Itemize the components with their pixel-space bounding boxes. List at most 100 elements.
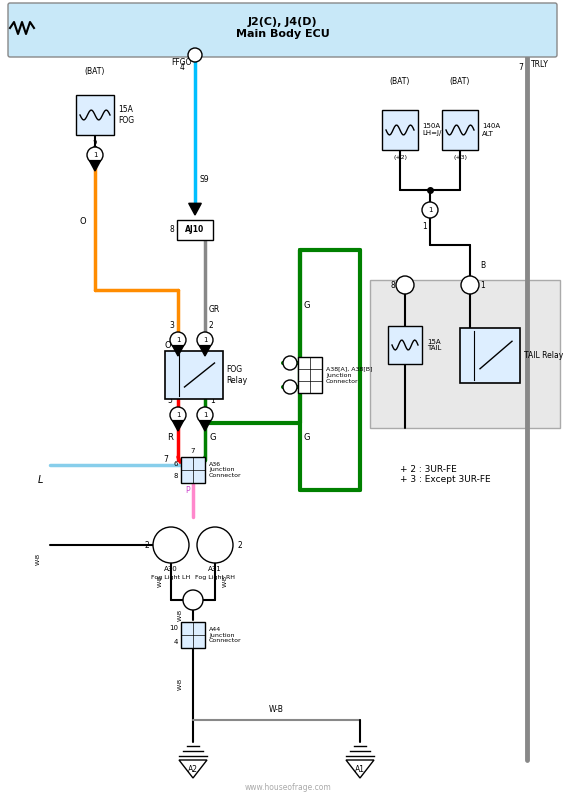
Circle shape <box>170 332 186 348</box>
Text: W-B: W-B <box>158 575 163 587</box>
Text: 2: 2 <box>237 541 242 550</box>
Text: TAIL Relay: TAIL Relay <box>524 350 563 359</box>
Circle shape <box>170 407 186 423</box>
Text: ∼: ∼ <box>208 536 222 554</box>
Circle shape <box>283 356 297 370</box>
Text: (BAT): (BAT) <box>390 77 410 86</box>
Text: 10: 10 <box>284 360 293 366</box>
Text: 8: 8 <box>174 474 178 479</box>
Text: B: B <box>480 261 485 270</box>
Bar <box>177 220 213 240</box>
Text: A1: A1 <box>355 766 365 774</box>
Polygon shape <box>173 421 183 431</box>
Text: A2: A2 <box>188 766 198 774</box>
Text: 6: 6 <box>174 461 178 466</box>
Text: 1: 1 <box>428 207 432 213</box>
Text: O: O <box>80 218 87 226</box>
Text: 7: 7 <box>191 448 195 454</box>
Bar <box>181 622 205 648</box>
Text: 10: 10 <box>169 626 178 631</box>
Bar <box>460 327 520 382</box>
Text: 7: 7 <box>518 62 523 71</box>
Circle shape <box>197 527 233 563</box>
Text: 4: 4 <box>174 638 178 645</box>
Text: 8: 8 <box>169 226 174 234</box>
Text: 1: 1 <box>176 337 180 343</box>
Text: Fog Light RH: Fog Light RH <box>195 575 235 580</box>
Text: 1: 1 <box>203 412 207 418</box>
Circle shape <box>188 48 202 62</box>
Text: 9: 9 <box>288 384 293 390</box>
Polygon shape <box>200 346 211 356</box>
Text: W-B: W-B <box>178 609 183 621</box>
Circle shape <box>197 332 213 348</box>
Text: 1: 1 <box>203 337 207 343</box>
Text: W-B: W-B <box>178 678 183 690</box>
Text: 2: 2 <box>209 321 213 330</box>
Text: FOG
Relay: FOG Relay <box>227 366 248 385</box>
Text: 15A
TAIL: 15A TAIL <box>427 338 441 351</box>
Circle shape <box>197 407 213 423</box>
Bar <box>382 110 418 150</box>
Text: Fog Light LH: Fog Light LH <box>151 575 190 580</box>
FancyBboxPatch shape <box>8 3 557 57</box>
Text: 15A
FOG: 15A FOG <box>118 106 134 125</box>
Text: (+2): (+2) <box>393 155 407 160</box>
Bar <box>76 95 114 135</box>
Text: 1: 1 <box>422 222 428 231</box>
Circle shape <box>396 276 414 294</box>
Text: W-B: W-B <box>268 705 283 714</box>
Circle shape <box>87 147 103 163</box>
Circle shape <box>461 276 479 294</box>
Text: O: O <box>164 341 171 350</box>
Text: A31: A31 <box>208 566 222 572</box>
Text: L: L <box>38 475 43 485</box>
Bar <box>181 457 205 483</box>
Text: (BAT): (BAT) <box>450 77 470 86</box>
Text: 4: 4 <box>180 62 185 71</box>
Text: FFGO: FFGO <box>171 58 192 67</box>
Text: A30: A30 <box>164 566 178 572</box>
Bar <box>388 326 422 364</box>
Text: S9: S9 <box>199 175 209 185</box>
Text: TRLY: TRLY <box>531 60 549 69</box>
Text: 140A
ALT: 140A ALT <box>482 123 500 137</box>
Bar <box>298 357 322 393</box>
Bar <box>442 110 478 150</box>
Text: 3: 3 <box>170 321 174 330</box>
Bar <box>164 351 223 399</box>
Polygon shape <box>89 161 100 171</box>
Bar <box>370 280 560 428</box>
Text: (BAT): (BAT) <box>85 67 105 76</box>
Text: 7: 7 <box>163 455 168 465</box>
Text: 1: 1 <box>211 396 215 405</box>
Text: G: G <box>304 302 310 310</box>
Circle shape <box>283 380 297 394</box>
Text: www.houseofrage.com: www.houseofrage.com <box>245 783 331 792</box>
Text: W-B: W-B <box>223 575 228 587</box>
Text: 8: 8 <box>390 281 395 290</box>
Text: AJ10: AJ10 <box>185 226 205 234</box>
Circle shape <box>153 527 189 563</box>
Text: 2: 2 <box>144 541 149 550</box>
Text: A36
Junction
Connector: A36 Junction Connector <box>209 462 242 478</box>
Text: G: G <box>210 433 216 442</box>
Text: J2(C), J4(D)
Main Body ECU: J2(C), J4(D) Main Body ECU <box>235 18 329 38</box>
Text: 2: 2 <box>93 140 98 149</box>
Circle shape <box>422 202 438 218</box>
Text: A44
Junction
Connector: A44 Junction Connector <box>209 626 242 643</box>
Text: G: G <box>304 434 310 442</box>
Text: (+3): (+3) <box>453 155 467 160</box>
Polygon shape <box>173 346 183 356</box>
Polygon shape <box>200 421 211 431</box>
Circle shape <box>183 590 203 610</box>
Text: GR: GR <box>209 306 220 314</box>
Polygon shape <box>346 760 374 778</box>
Text: 1: 1 <box>480 281 485 290</box>
Text: 1: 1 <box>176 412 180 418</box>
Text: W-B: W-B <box>36 553 40 565</box>
Text: A38[A], A38[B]
Junction
Connector: A38[A], A38[B] Junction Connector <box>326 366 373 384</box>
Text: ∼: ∼ <box>164 536 178 554</box>
Polygon shape <box>179 760 207 778</box>
Text: 1: 1 <box>93 152 98 158</box>
